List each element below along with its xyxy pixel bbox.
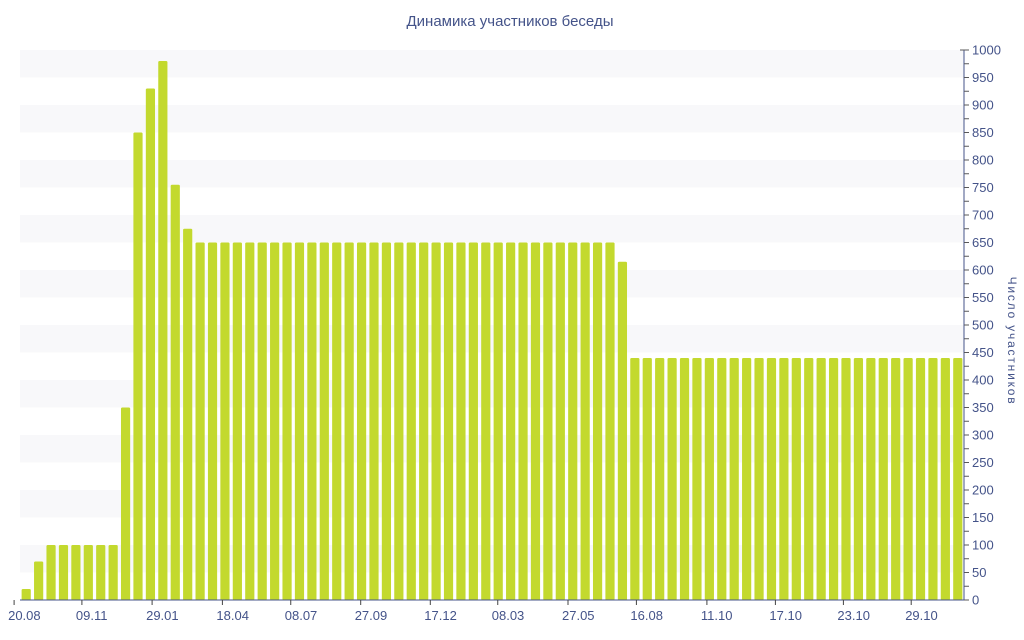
svg-text:900: 900 xyxy=(972,98,994,113)
svg-text:17.10: 17.10 xyxy=(769,608,802,623)
svg-text:450: 450 xyxy=(972,345,994,360)
svg-text:950: 950 xyxy=(972,70,994,85)
svg-text:27.05: 27.05 xyxy=(562,608,595,623)
svg-text:550: 550 xyxy=(972,290,994,305)
svg-text:09.11: 09.11 xyxy=(76,608,108,623)
svg-text:800: 800 xyxy=(972,153,994,168)
svg-text:650: 650 xyxy=(972,235,994,250)
svg-text:50: 50 xyxy=(972,565,986,580)
svg-text:29.01: 29.01 xyxy=(146,608,179,623)
svg-text:400: 400 xyxy=(972,373,994,388)
svg-text:500: 500 xyxy=(972,318,994,333)
svg-text:18.04: 18.04 xyxy=(216,608,249,623)
svg-text:600: 600 xyxy=(972,263,994,278)
svg-text:0: 0 xyxy=(972,593,979,608)
svg-text:23.10: 23.10 xyxy=(837,608,870,623)
svg-text:Динамика участников беседы: Динамика участников беседы xyxy=(407,13,614,30)
svg-text:350: 350 xyxy=(972,400,994,415)
svg-text:1000: 1000 xyxy=(972,43,1001,58)
svg-text:150: 150 xyxy=(972,510,994,525)
svg-text:16.08: 16.08 xyxy=(630,608,663,623)
svg-text:08.07: 08.07 xyxy=(285,608,318,623)
svg-text:27.09: 27.09 xyxy=(355,608,388,623)
svg-text:100: 100 xyxy=(972,538,994,553)
svg-text:20.08: 20.08 xyxy=(8,608,41,623)
svg-text:Число участников: Число участников xyxy=(1005,277,1019,406)
svg-text:300: 300 xyxy=(972,428,994,443)
svg-text:11.10: 11.10 xyxy=(701,608,733,623)
svg-text:08.03: 08.03 xyxy=(492,608,525,623)
svg-text:750: 750 xyxy=(972,180,994,195)
svg-text:700: 700 xyxy=(972,208,994,223)
svg-text:17.12: 17.12 xyxy=(424,608,457,623)
svg-text:29.10: 29.10 xyxy=(905,608,938,623)
svg-text:200: 200 xyxy=(972,483,994,498)
svg-text:250: 250 xyxy=(972,455,994,470)
svg-text:850: 850 xyxy=(972,125,994,140)
